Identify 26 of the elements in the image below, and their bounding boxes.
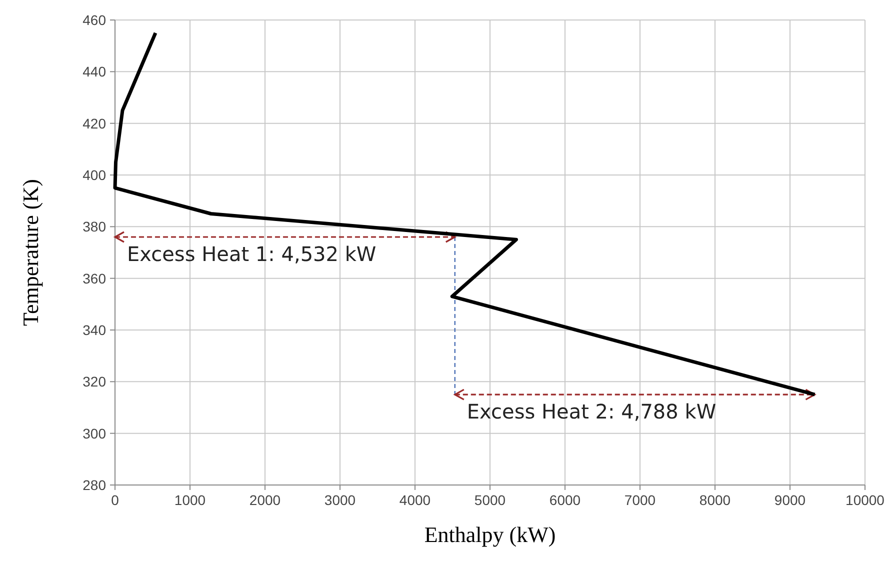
y-tick-label: 320 [82,374,106,390]
y-tick-label: 360 [82,270,106,286]
x-tick-label: 4000 [399,492,431,508]
x-tick-label: 8000 [699,492,731,508]
x-tick-label: 0 [111,492,120,508]
y-tick-label: 440 [82,64,106,80]
x-tick-label: 10000 [846,492,885,508]
y-tick-label: 300 [82,425,106,442]
annotation: Excess Heat 1: 4,532 kW [127,242,376,266]
y-tick-label: 460 [82,12,106,28]
x-axis-title: Enthalpy (kW) [424,522,556,547]
x-tick-label: 9000 [774,492,806,508]
y-tick-label: 280 [82,477,106,493]
x-tick-label: 1000 [174,492,206,508]
x-tick-label: 5000 [474,492,506,508]
y-tick-label: 400 [82,167,106,183]
y-tick-label: 420 [82,115,106,132]
x-tick-label: 3000 [324,492,356,508]
y-tick-label: 380 [82,218,106,235]
y-axis-title: Temperature (K) [18,179,43,326]
line-series [113,31,816,396]
x-tick-label: 6000 [549,492,581,508]
y-tick-label: 340 [82,322,106,338]
x-tick-label: 7000 [624,492,656,508]
annotation: Excess Heat 2: 4,788 kW [466,400,716,424]
x-tick-label: 2000 [249,492,281,508]
